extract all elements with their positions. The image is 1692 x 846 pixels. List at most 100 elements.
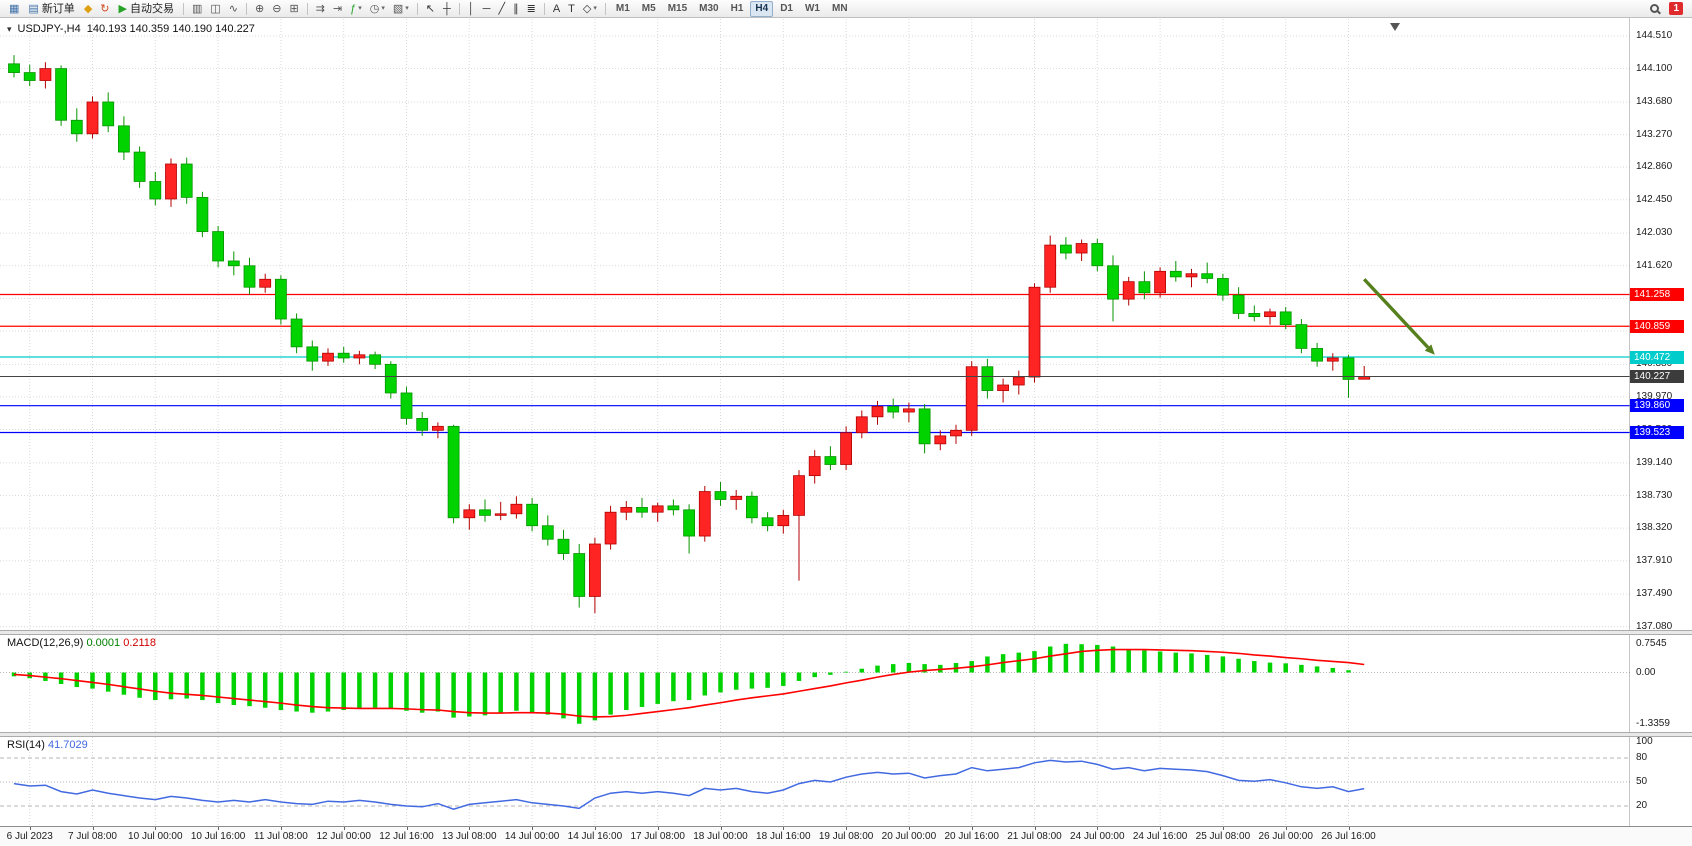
time-axis-tick — [908, 827, 910, 830]
algo-trading-glyph-icon: ▶ — [118, 2, 127, 15]
rsi-name: RSI(14) — [7, 739, 45, 751]
new-chart-glyph-icon: ▦ — [9, 2, 20, 15]
label-tool-glyph-icon: T — [568, 2, 575, 15]
trendline-icon[interactable]: ╱ — [494, 1, 509, 17]
toolbar-right: 1 — [1650, 2, 1687, 15]
time-axis[interactable]: 6 Jul 2023 7 Jul 08:00 10 Jul 00:00 10 Jul … — [0, 826, 1692, 846]
rsi-indicator-label: RSI(14) 41.7029 — [7, 739, 88, 751]
channel-glyph-icon: ∥ — [513, 2, 519, 15]
indicators-icon[interactable]: ƒ ▾ — [346, 1, 366, 17]
toolbar-separator — [458, 2, 460, 15]
time-axis-tick — [343, 827, 345, 830]
horizontal-lines-layer[interactable] — [0, 293, 1630, 434]
auto-scroll-icon[interactable]: ⇉ — [312, 1, 329, 17]
panel-splitter-rsi[interactable] — [0, 732, 1692, 737]
dropdown-arrow-icon[interactable]: ▾ — [593, 4, 597, 12]
chart-symbol-period: USDJPY-,H4 — [17, 23, 81, 35]
toolbar-separator — [306, 2, 308, 15]
refresh-glyph-icon: ↻ — [100, 2, 110, 15]
dropdown-arrow-icon[interactable]: ▾ — [381, 4, 385, 12]
timeframe-h1-button[interactable]: H1 — [730, 2, 744, 14]
price-level-badge: 140.472 — [1630, 350, 1684, 364]
refresh-icon[interactable]: ↻ — [96, 1, 113, 17]
time-axis-label: 13 Jul 08:00 — [442, 831, 497, 842]
time-axis-label: 24 Jul 16:00 — [1132, 831, 1188, 842]
text-tool-icon[interactable]: A — [549, 1, 564, 17]
tile-windows-icon[interactable]: ⊞ — [285, 1, 302, 17]
horizontal-line-icon[interactable]: ─ — [479, 1, 495, 17]
candles-layer — [8, 55, 1371, 614]
time-axis-label: 25 Jul 08:00 — [1195, 831, 1251, 842]
zoom-out-icon[interactable]: ⊖ — [268, 1, 285, 17]
time-axis-label: 20 Jul 00:00 — [881, 831, 937, 842]
line-chart-mode-icon[interactable]: ∿ — [225, 1, 242, 17]
price-axis-label: 0.00 — [1636, 666, 1656, 678]
timeframe-m1-button[interactable]: M1 — [615, 2, 630, 14]
price-axis-label: -1.3359 — [1636, 717, 1670, 729]
price-axis-label: 142.030 — [1636, 227, 1673, 239]
time-axis-tick — [29, 827, 31, 830]
timeframe-m5-button[interactable]: M5 — [641, 2, 656, 14]
templates-icon[interactable]: ▧ ▾ — [389, 1, 413, 17]
toolbar-items: ▦ ▤ 新订单 ◆ ↻ ▶ 自动交易 ▥ ◫ ∿ ⊕ ⊖ ⊞ ⇉ ⇥ ƒ ▾ ◷ ▾ ▧ ▾ ↖ ┼ │ ─ ╱ ∥ ≣ A T ◇ ▾ M1 M… — [5, 0, 854, 17]
time-axis-tick — [469, 827, 471, 830]
label-tool-icon[interactable]: T — [564, 1, 579, 17]
channel-icon[interactable]: ∥ — [509, 1, 523, 17]
crosshair-icon[interactable]: ┼ — [439, 1, 455, 17]
collapse-arrow-icon[interactable]: ▾ — [7, 23, 12, 34]
new-chart-icon[interactable]: ▦ — [5, 1, 23, 17]
new-order-button[interactable]: ▤ 新订单 — [23, 1, 79, 17]
timeframe-m15-button[interactable]: M15 — [667, 2, 688, 14]
panel-splitter-macd[interactable] — [0, 630, 1692, 635]
rsi-value: 41.7029 — [47, 739, 88, 751]
price-axis[interactable]: 144.510 144.100 143.680 143.270 142.860 142.4… — [1630, 18, 1692, 826]
search-icon[interactable] — [1650, 4, 1660, 13]
time-axis-label: 26 Jul 00:00 — [1258, 831, 1313, 842]
notification-badge[interactable]: 1 — [1669, 2, 1683, 15]
price-axis-label: 20 — [1636, 800, 1648, 811]
price-level-badge: 139.523 — [1630, 425, 1684, 439]
market-watch-icon[interactable]: ◆ — [80, 1, 96, 17]
line-chart-mode-glyph-icon: ∿ — [228, 2, 238, 15]
fibonacci-icon[interactable]: ≣ — [523, 1, 540, 17]
bar-chart-mode-glyph-icon: ▥ — [191, 2, 203, 15]
zoom-in-icon[interactable]: ⊕ — [251, 1, 268, 17]
time-axis-tick — [783, 827, 785, 830]
bar-chart-mode-icon[interactable]: ▥ — [188, 1, 206, 17]
cursor-glyph-icon: ↖ — [425, 2, 435, 15]
price-axis-label: 0.7545 — [1636, 637, 1667, 649]
price-axis-label: 142.450 — [1636, 193, 1673, 205]
timeframe-mn-button[interactable]: MN — [831, 2, 848, 14]
templates-glyph-icon: ▧ — [392, 2, 404, 15]
timeframes-clock-icon[interactable]: ◷ ▾ — [366, 1, 389, 17]
chart-shift-marker-icon[interactable] — [1390, 23, 1400, 31]
price-axis-label: 100 — [1636, 736, 1653, 747]
time-axis-tick — [1097, 827, 1099, 830]
auto-scroll-glyph-icon: ⇉ — [315, 2, 325, 15]
price-axis-label: 137.910 — [1636, 554, 1673, 566]
shapes-tool-icon[interactable]: ◇ ▾ — [579, 1, 601, 17]
toolbar-separator — [604, 2, 606, 15]
arrow-annotation[interactable] — [1362, 278, 1435, 355]
text-tool-glyph-icon: A — [552, 2, 561, 15]
vertical-line-icon[interactable]: │ — [464, 1, 479, 17]
candlestick-mode-icon[interactable]: ◫ — [206, 1, 224, 17]
candlestick-mode-glyph-icon: ◫ — [210, 2, 221, 15]
price-axis-label: 144.100 — [1636, 62, 1673, 74]
timeframe-m30-button[interactable]: M30 — [699, 2, 719, 14]
timeframe-d1-button[interactable]: D1 — [780, 2, 793, 14]
timeframe-w1-button[interactable]: W1 — [804, 2, 820, 14]
algo-trading-button[interactable]: ▶ 自动交易 — [114, 1, 179, 17]
dropdown-arrow-icon[interactable]: ▾ — [405, 4, 409, 12]
cursor-icon[interactable]: ↖ — [422, 1, 439, 17]
time-axis-label: 26 Jul 16:00 — [1321, 831, 1376, 842]
chart-shift-icon[interactable]: ⇥ — [329, 1, 346, 17]
macd-main-value: 0.0001 — [86, 637, 121, 649]
time-axis-label: 12 Jul 16:00 — [379, 831, 434, 842]
timeframe-h4-button[interactable]: H4 — [750, 0, 774, 17]
time-axis-label: 24 Jul 00:00 — [1070, 831, 1125, 842]
dropdown-arrow-icon[interactable]: ▾ — [358, 4, 362, 12]
macd-indicator-label: MACD(12,26,9) 0.0001 0.2118 — [7, 637, 156, 649]
new-order-button-label: 新订单 — [41, 2, 75, 15]
